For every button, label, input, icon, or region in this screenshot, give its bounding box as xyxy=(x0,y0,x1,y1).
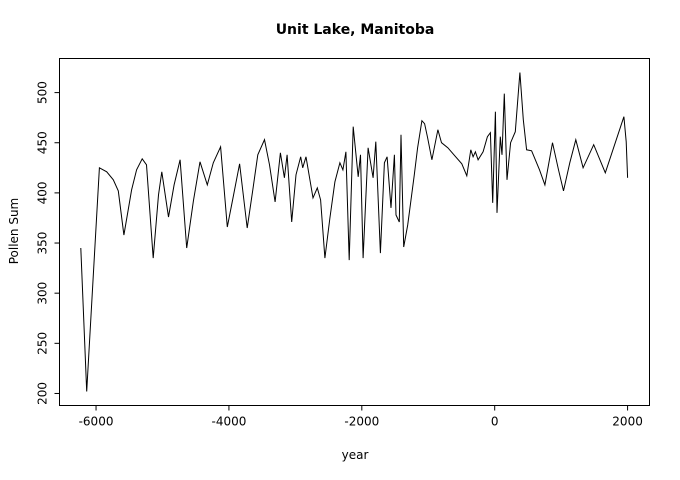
y-tick-label: 500 xyxy=(36,81,50,104)
x-tick-label: 0 xyxy=(491,415,499,429)
x-tick-label: 2000 xyxy=(612,415,643,429)
pollen-sum-series xyxy=(80,72,629,392)
y-tick-label: 200 xyxy=(36,382,50,405)
y-tick-label: 450 xyxy=(36,131,50,154)
y-tick-label: 350 xyxy=(36,232,50,255)
x-tick-label: -4000 xyxy=(211,415,246,429)
plot-border xyxy=(59,58,650,406)
y-tick-label: 250 xyxy=(36,332,50,355)
x-axis-title: year xyxy=(341,448,369,462)
x-tick-label: -6000 xyxy=(79,415,114,429)
y-tick-label: 300 xyxy=(36,282,50,305)
chart-title: Unit Lake, Manitoba xyxy=(275,22,435,38)
x-tick-label: -2000 xyxy=(344,415,379,429)
y-tick-label: 400 xyxy=(36,181,50,204)
